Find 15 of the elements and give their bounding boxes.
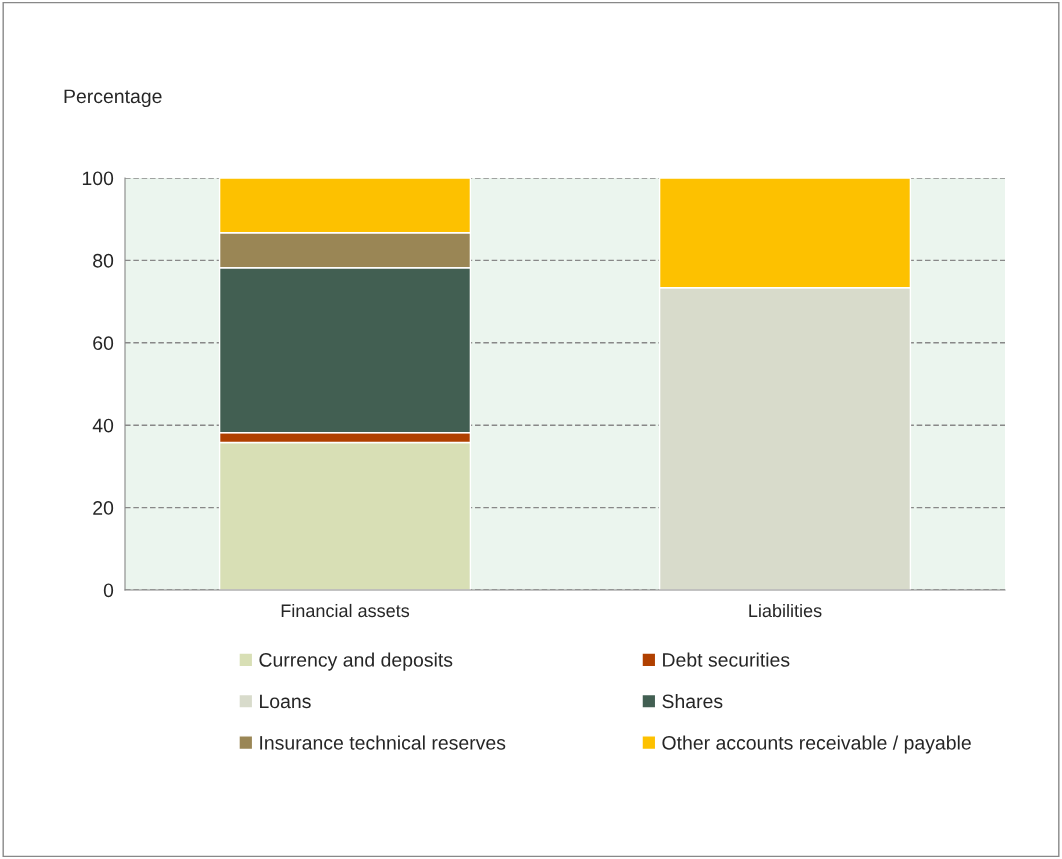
legend-label: Shares [662,693,723,709]
y-tick-label: 40 [92,418,114,433]
legend-label: Currency and deposits [259,652,453,671]
legend-label: Debt securities [663,652,790,667]
y-tick-label: 60 [93,336,114,351]
y-tick-label: 0 [103,583,114,598]
x-tick-label: Liabilities [749,603,822,618]
legend-label: Loans [260,694,311,709]
x-tick-label: Financial assets [281,603,410,618]
y-axis-title: Percentage [64,89,162,108]
y-tick-label: 20 [93,501,114,515]
y-tick-label: 80 [93,253,114,268]
y-tick-label: 100 [82,171,114,186]
legend-label: Insurance technical reserves [260,735,506,750]
legend-label: Other accounts receivable / payable [662,735,971,754]
